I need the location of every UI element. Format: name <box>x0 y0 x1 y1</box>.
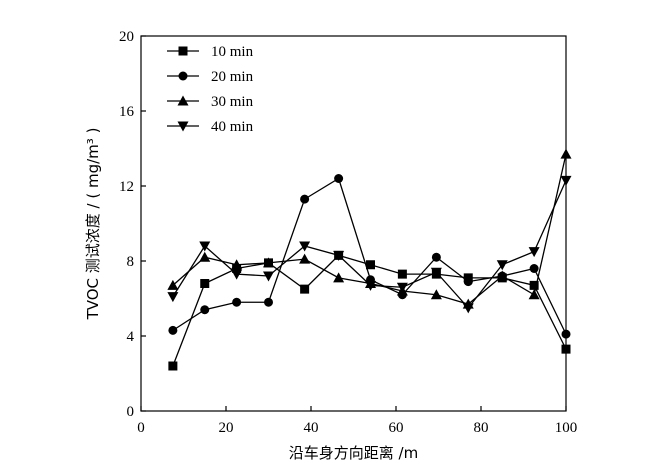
series-line-1 <box>172 177 567 335</box>
y-tick-label-0: 0 <box>127 404 135 420</box>
data-point-3-12 <box>560 175 572 186</box>
y-tick-label-5: 20 <box>119 29 134 45</box>
data-point-1-12 <box>561 329 571 339</box>
data-point-0-11 <box>529 280 539 290</box>
data-point-2-4 <box>299 253 311 264</box>
data-point-1-0 <box>168 325 178 335</box>
y-tick-label-1: 4 <box>127 329 135 345</box>
legend-label-3: 40 min <box>211 119 254 135</box>
data-point-2-12 <box>560 148 572 159</box>
series-1 <box>168 174 571 339</box>
data-point-0-6 <box>366 260 375 270</box>
data-point-3-10 <box>496 260 508 271</box>
data-point-2-2 <box>231 259 243 270</box>
legend-marker-2 <box>177 95 189 106</box>
data-point-0-12 <box>561 344 571 354</box>
data-point-1-11 <box>529 264 539 273</box>
data-point-3-3 <box>263 271 274 282</box>
data-point-1-2 <box>232 297 242 307</box>
data-point-0-1 <box>200 279 210 288</box>
data-point-1-8 <box>431 252 441 262</box>
data-point-3-8 <box>430 267 442 278</box>
data-point-3-6 <box>365 280 376 291</box>
data-point-2-11 <box>528 289 540 300</box>
data-point-2-0 <box>167 279 179 290</box>
y-tick-label-3: 12 <box>119 179 134 195</box>
plot-frame <box>140 35 567 412</box>
series-0 <box>168 250 571 371</box>
data-point-3-1 <box>199 241 211 252</box>
data-point-2-8 <box>430 289 442 300</box>
x-tick-label-5: 100 <box>555 420 578 436</box>
data-point-2-3 <box>263 257 274 268</box>
data-point-0-0 <box>168 361 178 371</box>
legend-marker-3 <box>177 121 189 132</box>
legend-label-1: 20 min <box>211 69 254 85</box>
data-point-2-1 <box>199 251 211 262</box>
legend-marker-0 <box>178 46 188 56</box>
x-tick-label-1: 20 <box>219 420 234 436</box>
data-point-3-4 <box>299 241 311 252</box>
series-layer <box>167 148 572 371</box>
legend-item-0: 10 min <box>167 44 254 60</box>
data-point-1-1 <box>200 305 210 315</box>
data-point-0-7 <box>397 269 407 279</box>
data-point-3-11 <box>528 247 540 258</box>
data-point-3-0 <box>167 292 179 303</box>
x-tick-label-3: 60 <box>389 420 404 436</box>
legend-item-3: 40 min <box>167 119 254 135</box>
x-tick-label-4: 80 <box>474 420 489 436</box>
data-point-2-5 <box>333 272 345 283</box>
data-point-3-5 <box>333 250 345 261</box>
legend-label-2: 30 min <box>211 94 254 110</box>
legend: 10 min 20 min 30 min 40 min <box>167 44 254 135</box>
axes: 0 20 40 60 80 100 0 4 8 12 16 20 <box>119 29 577 436</box>
legend-item-1: 20 min <box>167 69 254 85</box>
data-point-0-4 <box>300 284 310 294</box>
legend-label-0: 10 min <box>211 44 254 60</box>
x-tick-label-0: 0 <box>137 420 145 436</box>
y-tick-label-2: 8 <box>127 254 135 270</box>
data-point-1-9 <box>463 277 473 287</box>
data-point-3-7 <box>396 282 408 293</box>
x-tick-label-2: 40 <box>304 420 319 436</box>
legend-marker-1 <box>178 71 188 81</box>
data-point-1-4 <box>300 194 310 204</box>
y-tick-label-4: 16 <box>119 104 135 120</box>
data-point-1-3 <box>264 297 273 307</box>
y-axis-title: TVOC 测试浓度 / ( mg/m³ ) <box>84 128 102 321</box>
data-point-3-2 <box>231 269 243 280</box>
series-line-0 <box>172 254 567 367</box>
data-point-2-10 <box>496 270 508 281</box>
data-point-1-5 <box>334 174 344 183</box>
legend-item-2: 30 min <box>167 94 254 110</box>
series-3 <box>167 175 572 314</box>
data-point-3-9 <box>462 303 474 314</box>
x-axis-title: 沿车身方向距离 /m <box>289 444 418 462</box>
